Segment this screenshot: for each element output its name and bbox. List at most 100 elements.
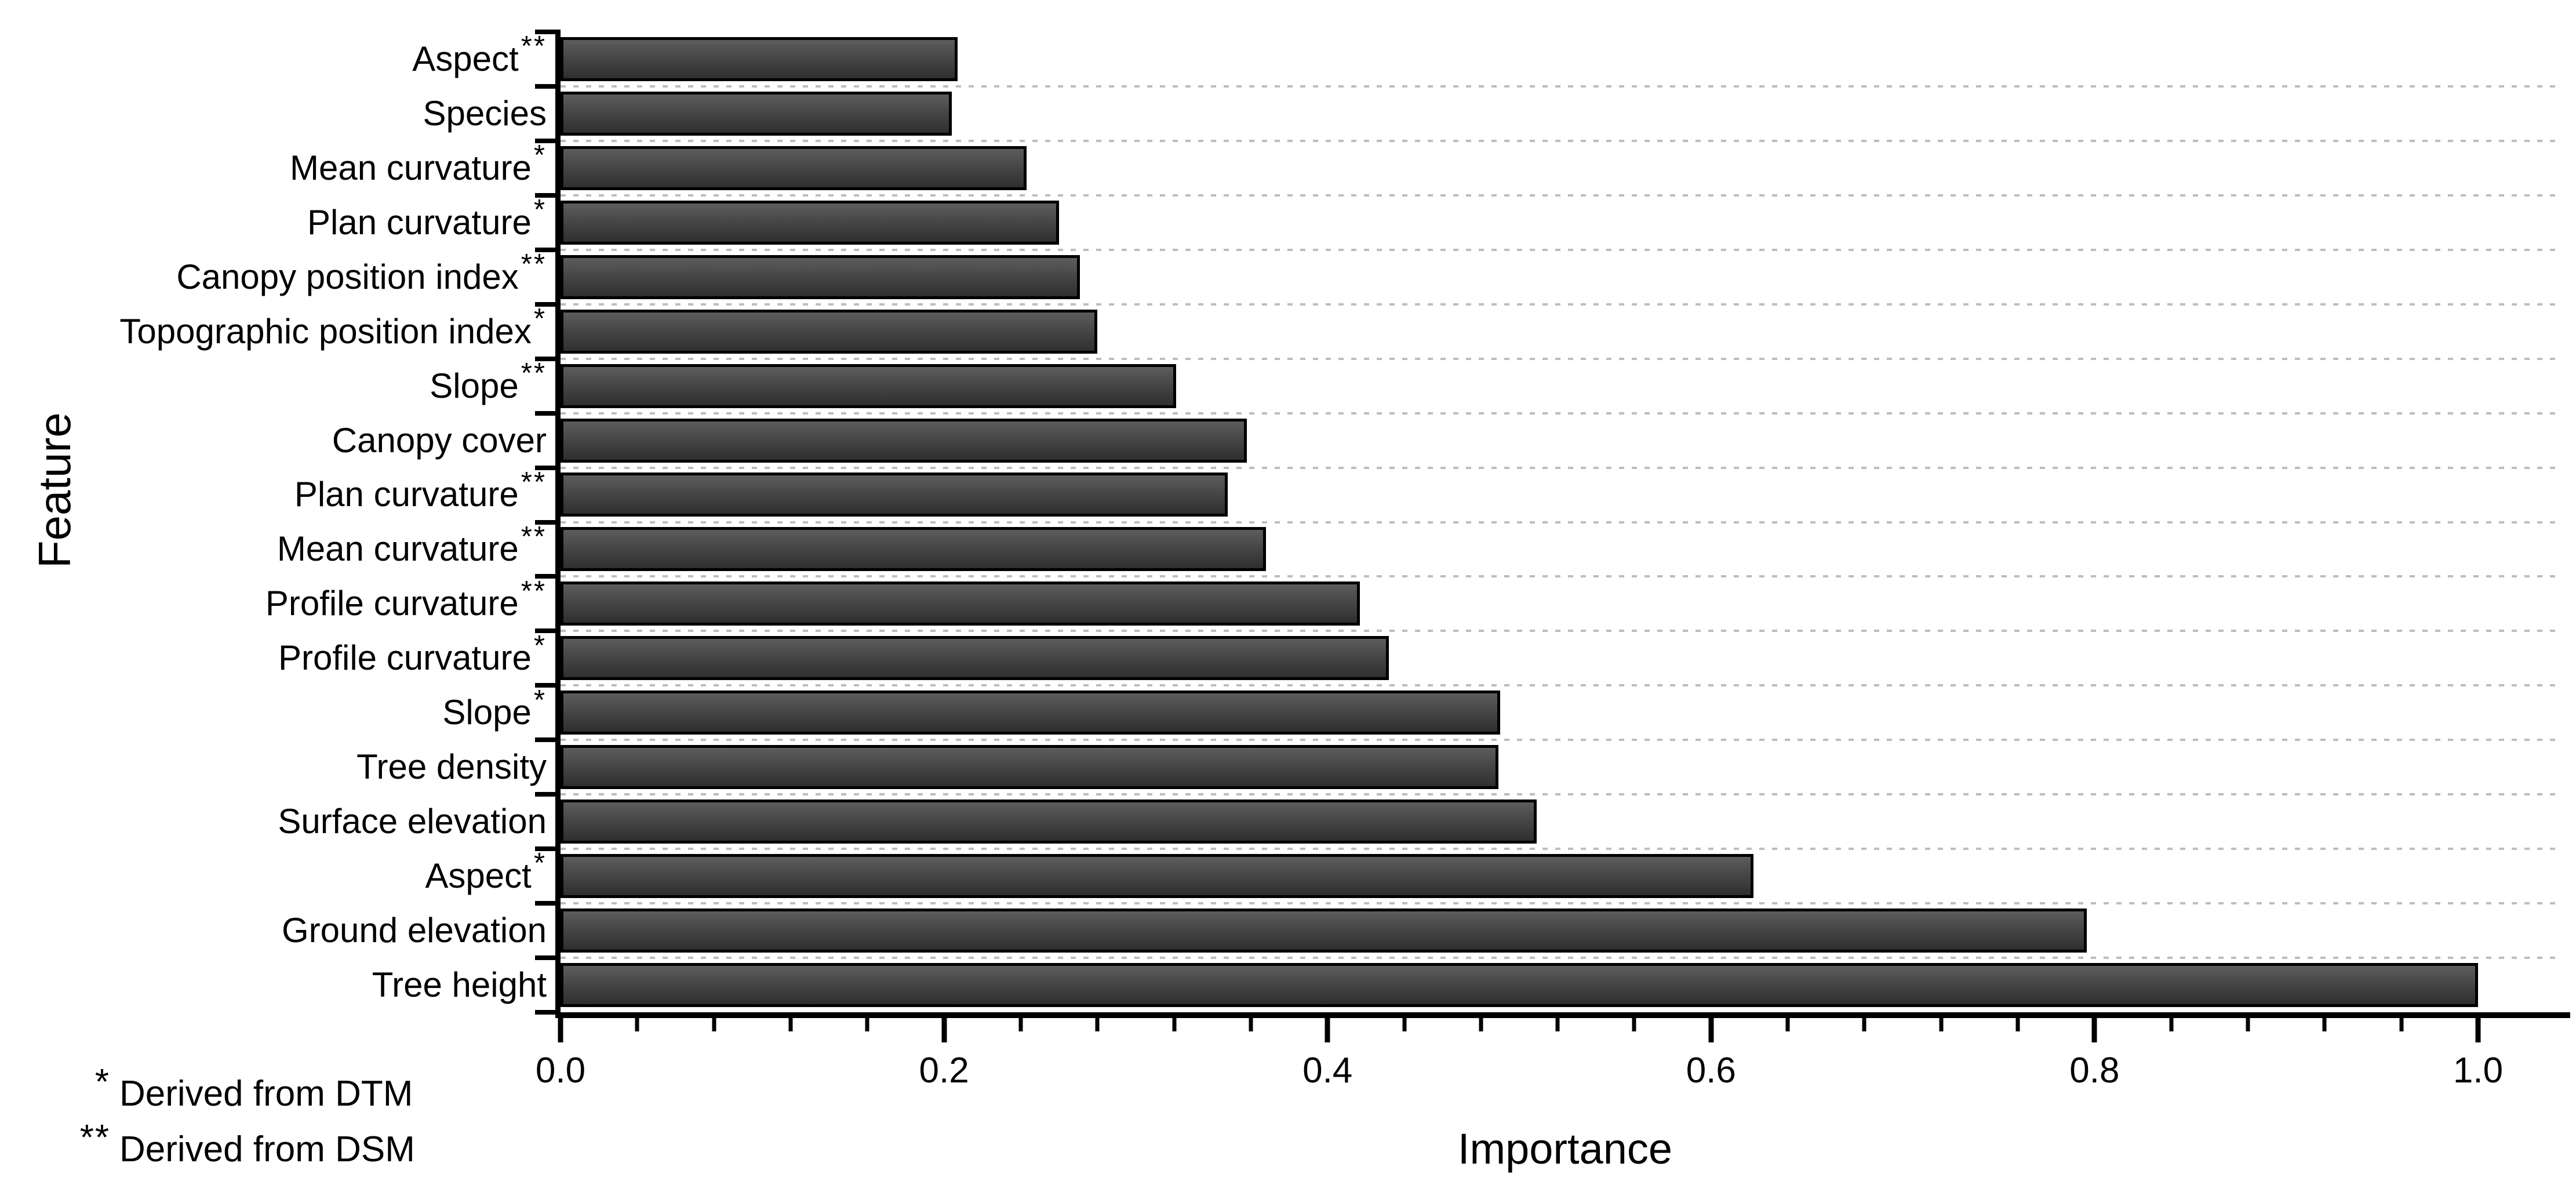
x-axis-minor-tick <box>865 1012 869 1031</box>
x-axis-minor-tick <box>1632 1012 1636 1031</box>
category-label: Surface elevation <box>278 802 547 841</box>
y-axis-tick <box>535 574 561 579</box>
category-row: Aspect* <box>425 849 2478 903</box>
x-axis-minor-tick <box>1785 1012 1790 1031</box>
importance-bar <box>561 309 1098 354</box>
y-axis-tick <box>535 356 561 361</box>
row-separator-line <box>561 466 2562 469</box>
importance-bar <box>561 473 1228 517</box>
category-row: Mean curvature* <box>290 141 2478 195</box>
footnote-marker: * <box>533 684 547 716</box>
importance-bar <box>561 636 1389 681</box>
row-separator-line <box>561 194 2562 197</box>
footnote-text: Derived from DTM <box>119 1074 413 1114</box>
footnote-marker: * <box>533 139 547 172</box>
y-axis-tick <box>535 792 561 797</box>
x-axis-tick-label: 1.0 <box>2453 1051 2504 1091</box>
x-axis-major-tick <box>1708 1012 1714 1042</box>
x-axis-minor-tick <box>1479 1012 1483 1031</box>
category-row: Canopy position index** <box>176 250 2478 304</box>
y-axis-tick <box>535 410 561 416</box>
x-axis-major-tick <box>941 1012 947 1042</box>
category-row: Plan curvature* <box>307 195 2478 250</box>
footnote-marker: * <box>533 194 547 226</box>
footnote-text: Derived from DSM <box>119 1129 415 1169</box>
category-label: Mean curvature** <box>276 520 547 569</box>
x-axis-minor-tick <box>2322 1012 2327 1031</box>
x-axis-tick-label: 0.6 <box>1686 1051 1736 1091</box>
x-axis-tick-label: 0.4 <box>1302 1051 1353 1091</box>
importance-bar <box>561 745 1498 790</box>
row-separator-line <box>561 521 2562 524</box>
footnote-marker: ** <box>521 520 547 553</box>
row-separator-line <box>561 357 2562 360</box>
row-separator-line <box>561 793 2562 796</box>
x-axis-major-tick <box>2475 1012 2481 1042</box>
footnote-marker: * <box>533 847 547 880</box>
importance-bar <box>561 364 1176 408</box>
footnote-marker: * <box>94 1062 110 1103</box>
x-axis-minor-tick <box>1939 1012 1944 1031</box>
x-axis-minor-tick <box>1018 1012 1023 1031</box>
row-separator-line <box>561 902 2562 905</box>
category-row: Tree height <box>372 958 2478 1012</box>
category-label: Profile curvature** <box>265 575 547 623</box>
category-label: Ground elevation <box>282 910 547 950</box>
category-row: Slope* <box>442 685 2478 740</box>
category-row: Topographic position index* <box>119 304 2478 359</box>
x-axis-minor-tick <box>712 1012 716 1031</box>
category-row: Slope** <box>430 359 2478 413</box>
footnote-marker: ** <box>521 575 547 607</box>
category-row: Surface elevation <box>278 794 2478 849</box>
footnote-marker: * <box>533 629 547 662</box>
category-label: Aspect** <box>412 30 547 78</box>
category-row: Plan curvature** <box>294 468 2478 522</box>
footnote-line: ** Derived from DSM <box>46 1120 415 1169</box>
y-axis-tick <box>535 138 561 143</box>
importance-bar <box>561 582 1360 626</box>
x-axis-major-tick <box>1325 1012 1330 1042</box>
row-separator-line <box>561 412 2562 415</box>
importance-bar <box>561 146 1027 190</box>
x-axis-major-tick <box>2091 1012 2097 1042</box>
x-axis-tick-label: 0.0 <box>535 1051 586 1091</box>
y-axis-tick <box>535 192 561 198</box>
x-axis-minor-tick <box>2246 1012 2250 1031</box>
category-label: Aspect* <box>425 847 547 896</box>
row-separator-line <box>561 575 2562 578</box>
category-label: Canopy position index** <box>176 248 547 296</box>
x-axis-line <box>555 1012 2570 1018</box>
y-axis-tick <box>535 1010 561 1015</box>
row-separator-line <box>561 139 2562 142</box>
importance-bar <box>561 799 1537 844</box>
row-separator-line <box>561 739 2562 742</box>
y-axis-tick <box>535 955 561 961</box>
category-label: Slope** <box>430 357 547 405</box>
y-axis-tick <box>535 465 561 470</box>
importance-bar <box>561 37 958 81</box>
category-row: Profile curvature* <box>278 631 2478 685</box>
footnote-marker: ** <box>521 357 547 390</box>
plot-area: Aspect** Species Mean curvature* Plan curva… <box>119 30 2570 1089</box>
x-axis-title: Importance <box>1457 1125 1673 1173</box>
row-separator-line <box>561 85 2562 88</box>
y-axis-tick <box>535 30 561 34</box>
category-label: Topographic position index* <box>119 303 547 351</box>
y-axis-tick <box>535 301 561 307</box>
row-separator-line <box>561 848 2562 851</box>
bar-rows: Aspect** Species Mean curvature* Plan curva… <box>119 32 2478 1012</box>
x-axis-minor-tick <box>1555 1012 1560 1031</box>
category-label: Tree height <box>372 965 547 1004</box>
y-axis-tick <box>535 846 561 852</box>
row-separator-line <box>561 303 2562 306</box>
category-row: Species <box>423 86 2478 141</box>
importance-bar <box>561 962 2478 1007</box>
category-label: Species <box>423 93 547 133</box>
y-axis-title: Feature <box>29 412 80 568</box>
row-separator-line <box>561 248 2562 251</box>
y-axis-tick <box>535 901 561 906</box>
x-axis-minor-tick <box>2399 1012 2404 1031</box>
category-row: Profile curvature** <box>265 576 2478 631</box>
x-axis-minor-tick <box>1862 1012 1866 1031</box>
